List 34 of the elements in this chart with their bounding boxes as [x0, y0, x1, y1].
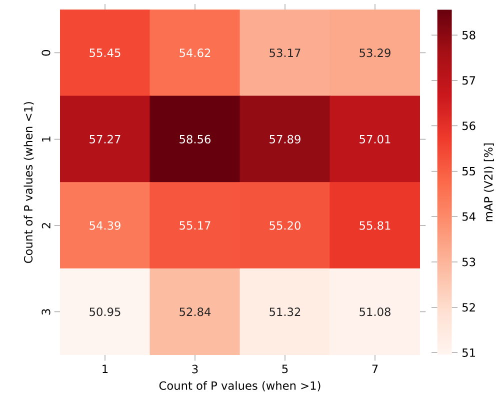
y-axis-title: Count of P values (when <1) [24, 102, 34, 263]
data-label: 55.20 [270, 221, 300, 230]
data-label: 55.17 [180, 221, 210, 230]
data-label: 55.45 [90, 48, 120, 58]
data-label: 53.17 [270, 48, 300, 58]
x-tick-label: 3 [192, 364, 198, 374]
data-label: 57.01 [360, 134, 390, 144]
color-bar-label: 55 [462, 167, 476, 176]
x-tick-label: 1 [102, 364, 108, 373]
color-bar-label: 56 [462, 122, 476, 130]
x-axis-title: Count of P values (when >1) [159, 381, 320, 392]
data-label: 54.39 [90, 221, 120, 230]
color-bar-label: 51 [462, 348, 475, 357]
x-tick-label: 7 [372, 364, 378, 373]
data-label: 55.81 [360, 221, 390, 230]
data-label: 57.89 [270, 134, 300, 144]
y-tick-label: 1 [42, 136, 50, 142]
color-bar-label: 54 [462, 212, 476, 221]
data-label: 57.27 [90, 134, 120, 144]
color-bar-label: 53 [462, 258, 476, 266]
data-label: 54.62 [180, 48, 210, 58]
data-label: 58.56 [180, 134, 211, 144]
data-label: 51.08 [360, 308, 390, 316]
data-label: 51.32 [270, 308, 300, 316]
data-label: 50.95 [90, 308, 120, 316]
color-bar-label: 57 [462, 76, 476, 85]
x-tick-label: 5 [282, 364, 288, 374]
y-tick-label: 0 [42, 50, 50, 56]
y-tick-label: 3 [42, 309, 50, 315]
color-bar-label: 58 [462, 30, 476, 40]
y-tick-label: 2 [42, 223, 50, 228]
data-label: 53.29 [360, 48, 390, 58]
color-bar-label: 52 [462, 303, 475, 312]
color-bar-title: mAP (V2I) [%] [484, 144, 494, 222]
